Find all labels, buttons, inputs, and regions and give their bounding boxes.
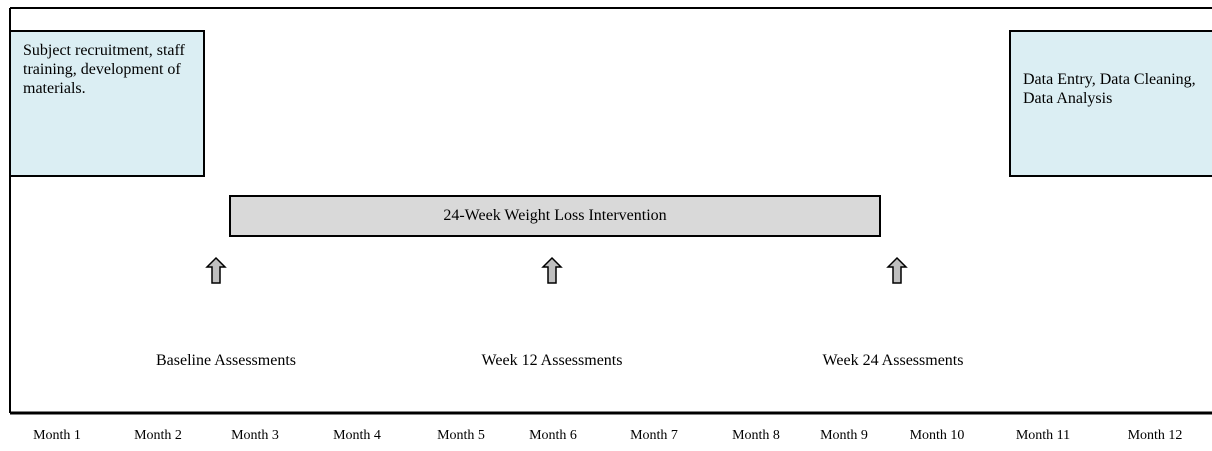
arrow [886,256,908,284]
assessment-label: Week 24 Assessments [822,352,964,369]
arrow [541,256,563,284]
month-label: Month 10 [909,428,965,443]
assessment-label: Baseline Assessments [156,352,296,369]
month-label: Month 1 [33,428,81,443]
month-label: Month 3 [231,428,279,443]
month-label: Month 12 [1127,428,1183,443]
analysis-box: Data Entry, Data Cleaning, Data Analysis [1009,30,1212,177]
month-label: Month 6 [529,428,577,443]
arrow [205,256,227,284]
month-label: Month 5 [437,428,485,443]
assessment-label: Week 12 Assessments [481,352,623,369]
month-label: Month 2 [134,428,182,443]
arrows [205,256,908,284]
preparation-box: Subject recruitment, staff training, dev… [9,30,205,177]
intervention-bar: 24-Week Weight Loss Intervention [229,195,881,237]
month-label: Month 7 [630,428,678,443]
month-label: Month 9 [820,428,868,443]
month-label: Month 4 [333,428,381,443]
month-label: Month 11 [1015,428,1071,443]
month-label: Month 8 [732,428,780,443]
